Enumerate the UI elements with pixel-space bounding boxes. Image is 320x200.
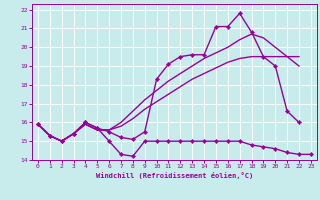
X-axis label: Windchill (Refroidissement éolien,°C): Windchill (Refroidissement éolien,°C) (96, 172, 253, 179)
